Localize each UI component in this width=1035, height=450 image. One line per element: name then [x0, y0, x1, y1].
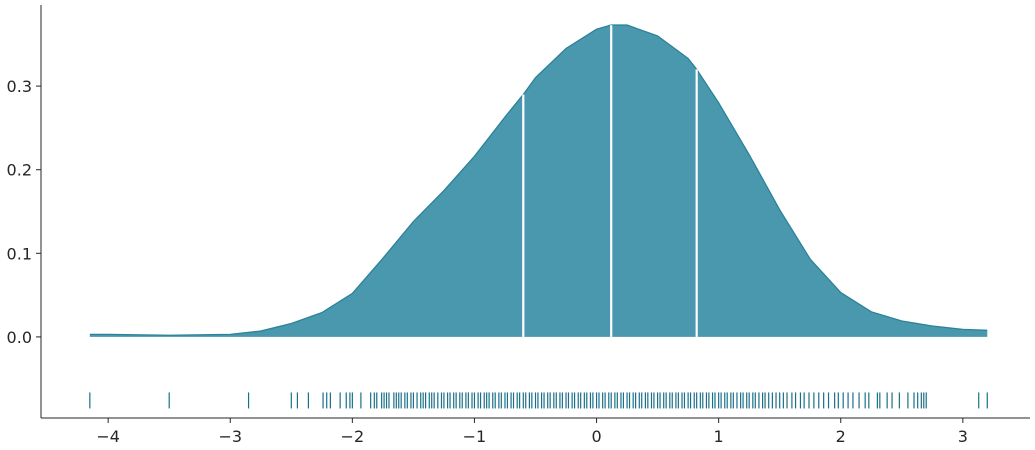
rug-plot — [89, 392, 988, 409]
quartile-lines — [522, 25, 698, 337]
y-tick-label: 0.3 — [7, 77, 32, 96]
x-tick-label: −4 — [96, 427, 120, 446]
axes: −4 −3 −2 −1 0 1 2 3 0.0 0.1 0.2 0.3 — [7, 5, 1030, 446]
density-area — [89, 25, 988, 337]
density-layer — [89, 24, 988, 337]
y-tick-label: 0.0 — [7, 328, 32, 347]
x-tick-label: −1 — [463, 427, 487, 446]
x-tick-label: −2 — [341, 427, 365, 446]
x-tick-label: 2 — [836, 427, 846, 446]
x-tick-label: 1 — [714, 427, 724, 446]
y-tick-label: 0.1 — [7, 244, 32, 263]
density-curve — [89, 24, 988, 336]
x-tick-label: 3 — [958, 427, 968, 446]
y-tick-label: 0.2 — [7, 161, 32, 180]
x-tick-label: 0 — [591, 427, 601, 446]
x-tick-label: −3 — [218, 427, 242, 446]
